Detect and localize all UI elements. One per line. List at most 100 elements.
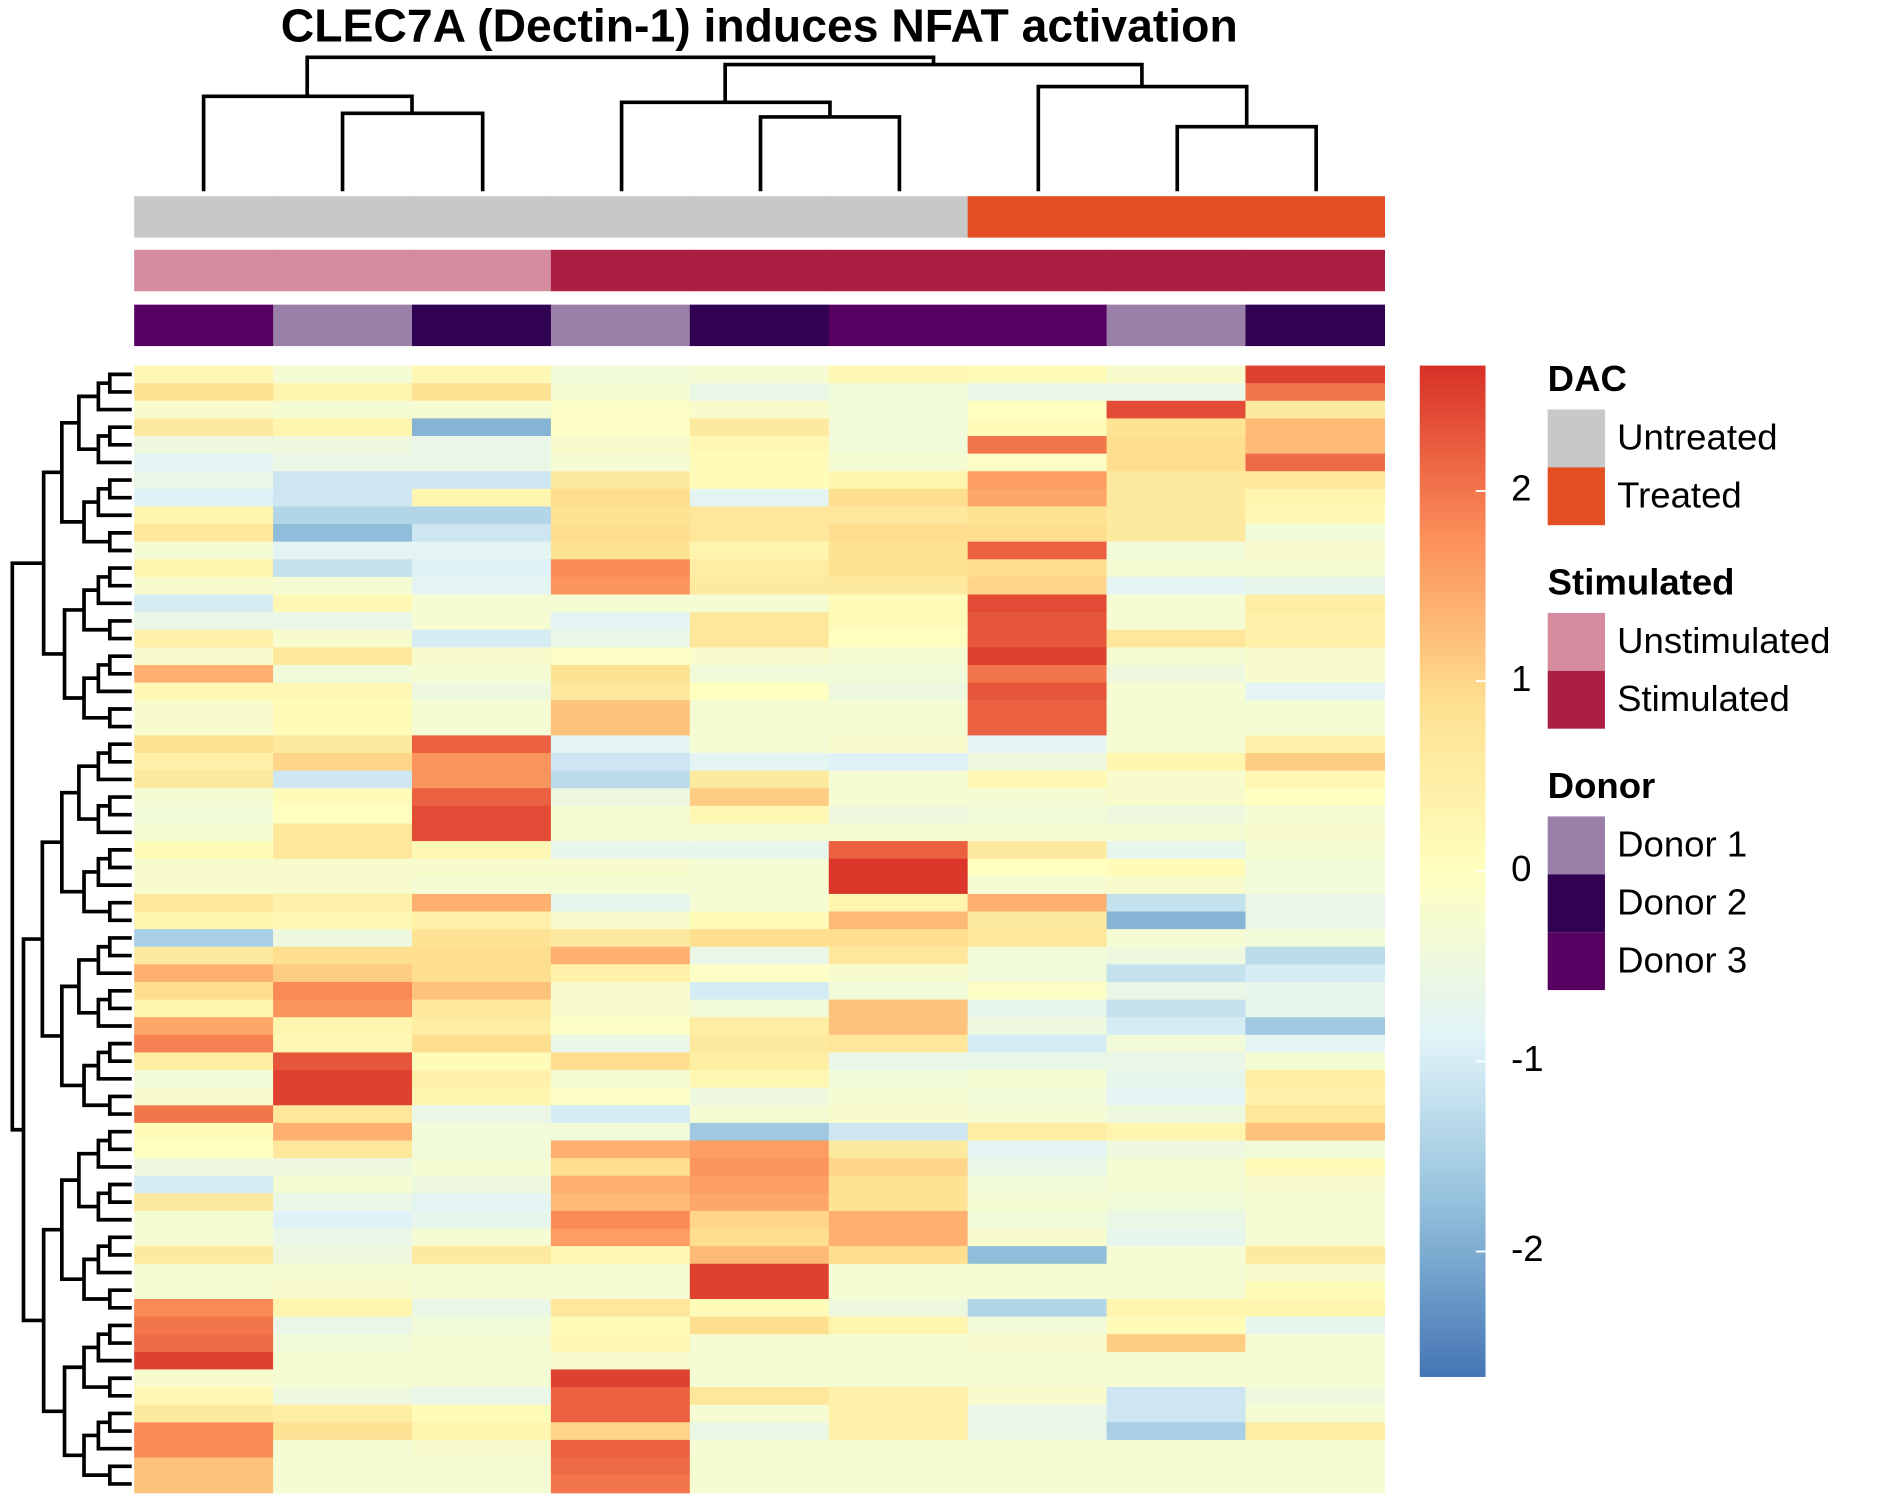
heatmap-cell: [273, 1263, 413, 1282]
heatmap-cell: [273, 524, 413, 543]
heatmap-cell: [689, 735, 830, 754]
heatmap-cell: [1245, 999, 1386, 1018]
heatmap-cell: [273, 735, 413, 754]
heatmap-cell: [828, 524, 969, 543]
heatmap-cell: [967, 964, 1108, 983]
heatmap-cell: [689, 823, 830, 842]
heatmap-cell: [273, 700, 413, 719]
heatmap-cell: [273, 1457, 413, 1476]
heatmap-cell: [967, 788, 1108, 807]
heatmap-cell: [689, 1422, 830, 1441]
heatmap-cell: [134, 1298, 274, 1318]
heatmap-cell: [134, 1422, 274, 1441]
heatmap-cell: [411, 1210, 552, 1230]
heatmap-cell: [273, 1140, 413, 1159]
heatmap-cell: [411, 823, 552, 842]
heatmap-cell: [689, 1070, 830, 1089]
heatmap-cell: [1106, 629, 1247, 648]
heatmap-cell: [967, 1457, 1108, 1476]
heatmap-cell: [1245, 365, 1386, 384]
heatmap-cell: [967, 576, 1108, 596]
heatmap-cell: [689, 1369, 830, 1388]
heatmap-cell: [1245, 1457, 1386, 1476]
annotation-cell: [1106, 249, 1247, 292]
heatmap-cell: [689, 876, 830, 895]
heatmap-cell: [1106, 841, 1247, 860]
heatmap-cell: [1245, 629, 1386, 648]
heatmap-cell: [273, 506, 413, 525]
heatmap-cell: [550, 559, 691, 578]
heatmap-cell: [1245, 1070, 1386, 1089]
heatmap-cell: [411, 1052, 552, 1071]
annotation-cell: [134, 249, 274, 292]
heatmap-cell: [967, 1334, 1108, 1353]
heatmap-cell: [967, 929, 1108, 948]
heatmap-cell: [411, 682, 552, 701]
heatmap-cell: [689, 753, 830, 772]
heatmap-cell: [411, 1387, 552, 1406]
heatmap-cell: [1245, 841, 1386, 860]
heatmap-cell: [1245, 893, 1386, 913]
heatmap-cell: [1245, 805, 1386, 825]
heatmap-cell: [134, 1087, 274, 1106]
heatmap-cell: [828, 911, 969, 930]
heatmap-cell: [689, 453, 830, 472]
heatmap-cell: [828, 735, 969, 754]
heatmap-cell: [1245, 524, 1386, 543]
heatmap-cell: [134, 1351, 274, 1371]
heatmap-cell: [134, 1175, 274, 1194]
annotation-cell: [550, 304, 691, 347]
heatmap-cell: [689, 524, 830, 543]
annotation-cell: [273, 304, 413, 347]
heatmap-cell: [967, 524, 1108, 543]
heatmap-cell: [1106, 735, 1247, 754]
heatmap-cell: [273, 594, 413, 613]
heatmap-cell: [1106, 471, 1247, 490]
heatmap-cell: [1245, 1316, 1386, 1335]
heatmap-cell: [967, 1369, 1108, 1388]
heatmap-cell: [550, 576, 691, 596]
heatmap-cell: [134, 735, 274, 754]
heatmap-cell: [273, 1210, 413, 1230]
heatmap-cell: [1245, 1298, 1386, 1318]
heatmap-cell: [689, 1087, 830, 1106]
heatmap-cell: [689, 893, 830, 913]
annotation-cell: [1245, 249, 1386, 292]
heatmap-cell: [550, 1298, 691, 1318]
heatmap-cell: [134, 805, 274, 825]
heatmap-cell: [1245, 1387, 1386, 1406]
heatmap-cell: [1245, 647, 1386, 666]
heatmap-cell: [1245, 400, 1386, 420]
heatmap-cell: [689, 1105, 830, 1124]
heatmap-cell: [689, 1457, 830, 1476]
heatmap-cell: [967, 893, 1108, 913]
heatmap-cell: [967, 1105, 1108, 1124]
heatmap-cell: [550, 524, 691, 543]
heatmap-cell: [689, 1316, 830, 1335]
heatmap-cell: [550, 1070, 691, 1089]
heatmap-cell: [967, 506, 1108, 525]
heatmap-cell: [828, 1193, 969, 1212]
heatmap-cell: [1106, 1298, 1247, 1318]
heatmap-cell: [967, 770, 1108, 789]
heatmap-cell: [134, 1246, 274, 1265]
heatmap-cell: [411, 506, 552, 525]
heatmap-cell: [411, 858, 552, 877]
heatmap-cell: [828, 929, 969, 948]
heatmap-cell: [411, 1316, 552, 1335]
heatmap-cell: [550, 1210, 691, 1230]
heatmap-cell: [828, 1140, 969, 1159]
heatmap-cell: [1106, 1122, 1247, 1142]
heatmap-cell: [828, 576, 969, 596]
heatmap-cell: [273, 612, 413, 631]
heatmap-cell: [411, 383, 552, 402]
heatmap-cell: [550, 700, 691, 719]
heatmap-cell: [1106, 506, 1247, 525]
heatmap-cell: [134, 1387, 274, 1406]
heatmap-cell: [689, 541, 830, 560]
heatmap-cell: [273, 893, 413, 913]
heatmap-cell: [967, 1210, 1108, 1230]
heatmap-cell: [273, 383, 413, 402]
heatmap-cell: [1106, 929, 1247, 948]
